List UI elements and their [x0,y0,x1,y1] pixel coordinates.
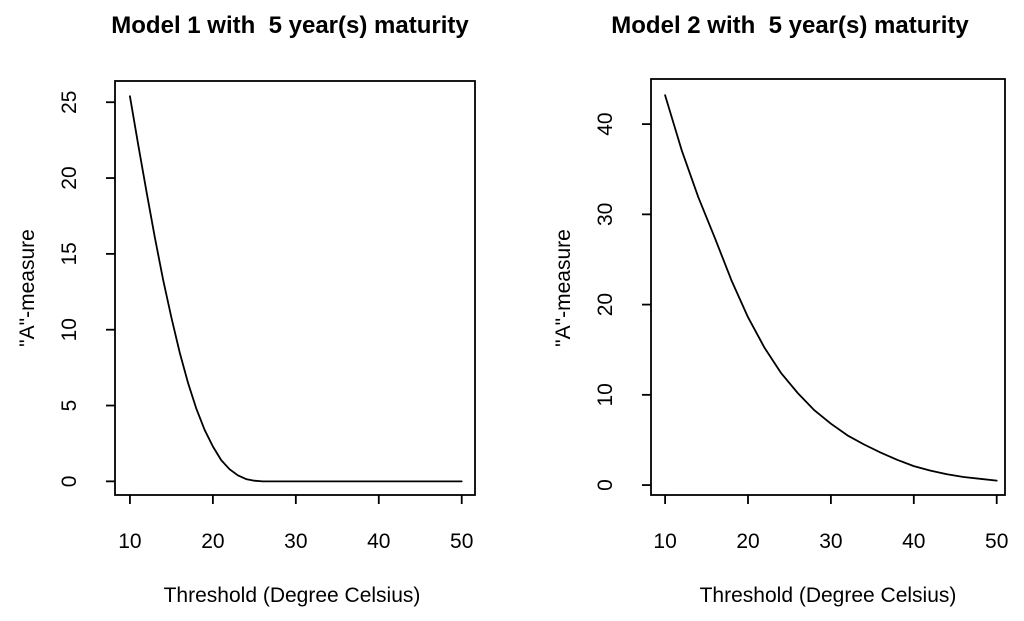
y-tick-label: 0 [594,479,617,491]
plot-box [650,78,1006,496]
axes: 10 20 30 40 50 0 10 20 30 40 [594,78,1008,553]
x-tick-label: 30 [284,530,307,553]
y-axis-label: "A"-measure [552,229,575,347]
y-tick-label: 10 [594,383,617,406]
x-tick-label: 20 [201,530,224,553]
y-tick-label: 20 [594,293,617,316]
plot-panel-model2: Model 2 with 5 year(s) maturity Threshol… [552,12,1008,607]
y-tick-label: 15 [58,242,81,265]
y-tick-label: 30 [594,203,617,226]
x-axis-label: Threshold (Degree Celsius) [700,584,957,607]
y-tick-label: 10 [58,318,81,341]
y-tick-label: 5 [58,400,81,412]
y-tick-label: 40 [594,112,617,135]
y-axis-label: "A"-measure [16,229,39,347]
plot-title: Model 2 with 5 year(s) maturity [611,12,969,39]
x-tick-label: 40 [367,530,390,553]
plot-box [114,80,476,496]
axes: 10 20 30 40 50 0 5 10 15 20 25 [58,80,476,553]
y-tick-label: 20 [58,166,81,189]
x-tick-label: 10 [653,530,676,553]
data-curve [128,95,463,483]
x-tick-label: 50 [985,530,1008,553]
x-tick-label: 20 [736,530,759,553]
data-curve [664,94,998,482]
y-tick-label: 25 [58,91,81,114]
plot-panel-model1: Model 1 with 5 year(s) maturity Threshol… [16,12,476,607]
x-tick-label: 40 [902,530,925,553]
x-tick-label: 50 [450,530,473,553]
x-tick-label: 30 [819,530,842,553]
y-tick-label: 0 [58,476,81,488]
x-tick-label: 10 [118,530,141,553]
x-axis-label: Threshold (Degree Celsius) [164,584,421,607]
plot-title: Model 1 with 5 year(s) maturity [111,12,469,39]
